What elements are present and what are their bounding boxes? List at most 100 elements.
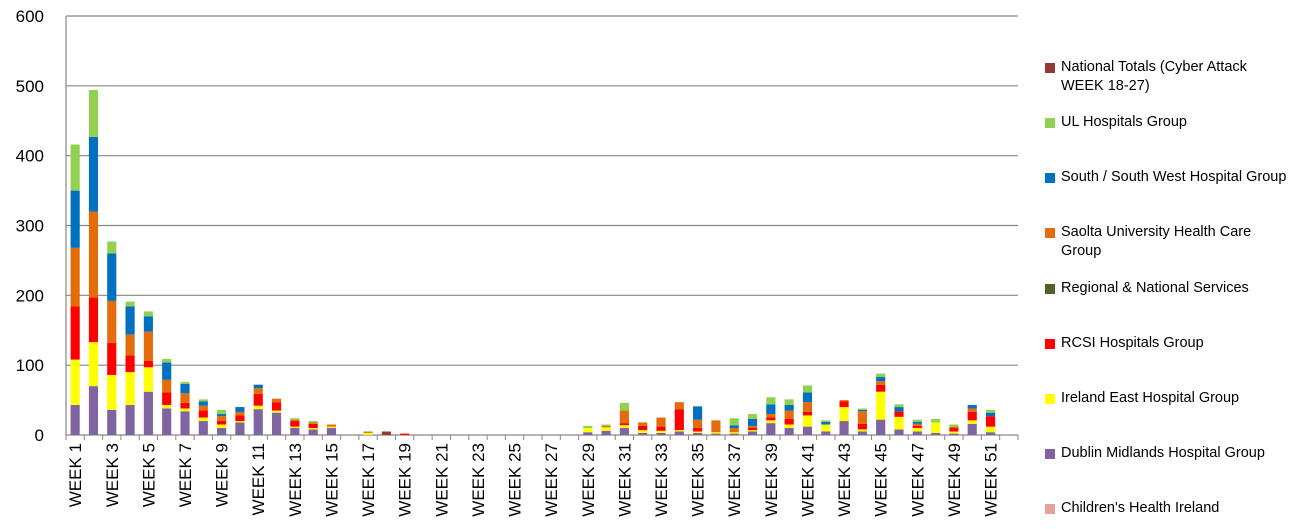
bar-segment-dublin-midlands-hospital-group: [620, 428, 629, 435]
y-tick-label: 300: [16, 217, 44, 236]
bar-segment-dublin-midlands-hospital-group: [656, 433, 665, 435]
bar-segment-ireland-east-hospital-group: [693, 432, 702, 433]
bar-segment-ul-hospitals-group: [858, 408, 867, 409]
bar-segment-dublin-midlands-hospital-group: [894, 429, 903, 435]
bar-segment-ireland-east-hospital-group: [638, 430, 647, 433]
bar-segment-dublin-midlands-hospital-group: [986, 432, 995, 435]
x-tick-label: WEEK 23: [469, 443, 488, 517]
bar-segment-rcsi-hospitals-group: [71, 307, 80, 360]
bar-segment-south-south-west-hospital-group: [162, 362, 171, 379]
bar-segment-dublin-midlands-hospital-group: [858, 432, 867, 435]
bar-segment-south-south-west-hospital-group: [144, 316, 153, 331]
bar-segment-saolta-university-health-care-group: [217, 416, 226, 421]
bar-segment-saolta-university-health-care-group: [638, 422, 647, 425]
bar-segment-dublin-midlands-hospital-group: [913, 432, 922, 435]
bar-segment-dublin-midlands-hospital-group: [272, 413, 281, 435]
bar-segment-saolta-university-health-care-group: [71, 248, 80, 307]
bar-segment-ul-hospitals-group: [199, 399, 208, 401]
bar-segment-ul-hospitals-group: [931, 419, 940, 422]
bar-segment-ul-hospitals-group: [583, 426, 592, 428]
bar-segment-rcsi-hospitals-group: [949, 428, 958, 431]
bar-segment-saolta-university-health-care-group: [785, 411, 794, 419]
bar-segment-saolta-university-health-care-group: [876, 381, 885, 384]
bar-segment-saolta-university-health-care-group: [748, 426, 757, 428]
bar-segment-ireland-east-hospital-group: [748, 430, 757, 431]
bar-segment-ul-hospitals-group: [876, 374, 885, 377]
bar-segment-rcsi-hospitals-group: [986, 416, 995, 426]
bar-segment-ul-hospitals-group: [217, 410, 226, 414]
bar-segment-rcsi-hospitals-group: [290, 421, 299, 427]
bar-segment-ul-hospitals-group: [894, 404, 903, 407]
bar-segment-rcsi-hospitals-group: [766, 418, 775, 421]
bar-segment-ireland-east-hospital-group: [949, 432, 958, 434]
x-tick-label: WEEK 51: [982, 443, 1001, 517]
bar-segment-dublin-midlands-hospital-group: [602, 431, 611, 435]
bar-segment-dublin-midlands-hospital-group: [309, 429, 318, 435]
x-tick-label: WEEK 47: [908, 443, 927, 517]
bar-segment-saolta-university-health-care-group: [180, 393, 189, 403]
bar-segment-ireland-east-hospital-group: [89, 342, 98, 386]
bar-segment-dublin-midlands-hospital-group: [71, 405, 80, 435]
bar-segment-dublin-midlands-hospital-group: [748, 432, 757, 435]
bar-segment-ireland-east-hospital-group: [931, 422, 940, 432]
y-tick-label: 200: [16, 286, 44, 305]
bar-segment-rcsi-hospitals-group: [144, 361, 153, 367]
x-tick-label: WEEK 11: [249, 443, 268, 515]
bar-segment-ul-hospitals-group: [107, 242, 116, 254]
bar-segment-ireland-east-hospital-group: [620, 425, 629, 428]
bar-segment-rcsi-hospitals-group: [126, 355, 135, 372]
bar-segment-dublin-midlands-hospital-group: [199, 421, 208, 435]
bar-segment-rcsi-hospitals-group: [693, 428, 702, 431]
x-tick-label: WEEK 7: [176, 443, 195, 507]
bar-segment-rcsi-hospitals-group: [254, 394, 263, 406]
bar-segment-rcsi-hospitals-group: [858, 424, 867, 430]
bar-segment-dublin-midlands-hospital-group: [180, 411, 189, 435]
bar-segment-rcsi-hospitals-group: [272, 402, 281, 410]
bar-segment-dublin-midlands-hospital-group: [840, 421, 849, 435]
bar-segment-ireland-east-hospital-group: [272, 411, 281, 413]
bar-segment-ul-hospitals-group: [162, 359, 171, 362]
bar-segment-ireland-east-hospital-group: [913, 428, 922, 431]
legend-label: Children's Health Ireland: [1061, 499, 1289, 518]
bar-segment-saolta-university-health-care-group: [290, 420, 299, 421]
bar-segment-dublin-midlands-hospital-group: [821, 432, 830, 435]
bar-segment-dublin-midlands-hospital-group: [949, 434, 958, 435]
bar-segment-ireland-east-hospital-group: [254, 406, 263, 409]
x-tick-label: WEEK 39: [762, 443, 781, 517]
bar-segment-ul-hospitals-group: [144, 311, 153, 316]
bar-segment-saolta-university-health-care-group: [840, 400, 849, 401]
bar-segment-saolta-university-health-care-group: [693, 420, 702, 428]
bar-segment-rcsi-hospitals-group: [803, 412, 812, 415]
bar-segment-saolta-university-health-care-group: [254, 388, 263, 394]
y-tick-label: 400: [16, 147, 44, 166]
x-tick-label: WEEK 21: [432, 443, 451, 517]
bar-segment-south-south-west-hospital-group: [199, 401, 208, 405]
bar-segment-south-south-west-hospital-group: [785, 405, 794, 411]
y-tick-label: 600: [16, 7, 44, 26]
x-tick-label: WEEK 19: [396, 443, 415, 517]
y-tick-label: 100: [16, 356, 44, 375]
bar-segment-ireland-east-hospital-group: [785, 425, 794, 428]
bar-segment-ireland-east-hospital-group: [821, 425, 830, 432]
bar-segment-ireland-east-hospital-group: [290, 427, 299, 428]
stacked-bar-chart: 0 100 200 300 400 500 600 WEEK 1 WEEK 3 WEEK 5 WEE…: [0, 0, 1040, 529]
bar-segment-saolta-university-health-care-group: [711, 420, 720, 432]
bar-segment-dublin-midlands-hospital-group: [711, 434, 720, 435]
bar-segment-dublin-midlands-hospital-group: [107, 410, 116, 435]
bar-segment-dublin-midlands-hospital-group: [217, 428, 226, 435]
bar-segment-rcsi-hospitals-group: [638, 426, 647, 430]
x-tick-label: WEEK 25: [506, 443, 525, 517]
legend-item: Regional & National Services: [1045, 279, 1289, 298]
bar-segment-saolta-university-health-care-group: [656, 418, 665, 427]
x-tick-label: WEEK 43: [835, 443, 854, 517]
bar-segment-ul-hospitals-group: [949, 425, 958, 427]
bar-segment-south-south-west-hospital-group: [217, 414, 226, 416]
legend-label: Saolta University Health Care Group: [1061, 223, 1289, 261]
bar-segment-south-south-west-hospital-group: [693, 406, 702, 419]
bar-segment-ul-hospitals-group: [126, 302, 135, 307]
bar-segment-south-south-west-hospital-group: [858, 410, 867, 411]
bar-segment-ireland-east-hospital-group: [71, 360, 80, 405]
bar-segment-ireland-east-hospital-group: [602, 427, 611, 430]
bar-segment-ul-hospitals-group: [766, 397, 775, 404]
legend-swatch: [1045, 173, 1055, 183]
